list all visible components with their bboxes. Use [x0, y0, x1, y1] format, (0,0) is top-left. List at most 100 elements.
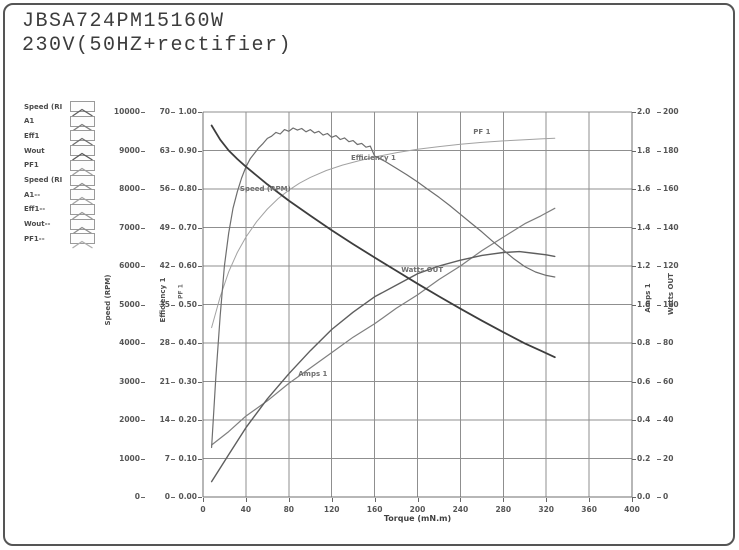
y-tick-efficiency: 49 — [159, 222, 170, 232]
y-tickmark-watts — [657, 189, 661, 190]
y-tickmark-speed — [141, 497, 145, 498]
y-tickmark-watts — [657, 112, 661, 113]
y-tickmark-pf — [198, 112, 202, 113]
legend-swatch-icon — [70, 189, 95, 205]
y-tick-watts: 120 — [663, 261, 679, 270]
legend-item: PF1 — [24, 159, 95, 176]
y-tick-speed: 8000 — [119, 184, 140, 193]
curve-label: PF 1 — [473, 128, 491, 137]
legend-swatch-icon — [70, 101, 95, 117]
y-tick-speed: 4000 — [119, 338, 140, 347]
y-tickmark-efficiency — [171, 420, 175, 421]
y-tick-amps: 1.6 — [637, 184, 651, 193]
x-tickmark — [245, 498, 247, 502]
y-tickmark-speed — [141, 266, 145, 267]
x-tickmark — [546, 498, 548, 502]
y-tick-efficiency: 35 — [159, 299, 170, 309]
legend-item: A1 — [24, 115, 95, 132]
legend-swatch-icon — [70, 218, 95, 235]
y-tickmark-speed — [141, 189, 145, 190]
y-tickmark-amps — [632, 458, 636, 460]
legend-swatch-icon — [70, 159, 95, 176]
y-axis-title-speed: Speed (RPM) — [104, 274, 112, 326]
legend-item: Speed (RI — [24, 100, 95, 117]
y-tick-speed: 2000 — [119, 415, 140, 424]
y-tickmark-speed — [141, 343, 145, 344]
y-tickmark-efficiency — [171, 189, 175, 190]
legend-item: Speed (RI — [24, 174, 95, 191]
y-tick-speed: 0 — [134, 492, 140, 501]
y-tickmark-efficiency — [171, 304, 175, 306]
legend-swatch-icon — [70, 115, 95, 132]
y-tickmark-pf — [198, 343, 202, 344]
y-tick-efficiency: 0 — [164, 492, 170, 501]
y-tick-watts: 20 — [663, 453, 674, 463]
y-tickmark-watts — [657, 497, 661, 498]
y-tickmark-speed — [141, 304, 145, 306]
y-tick-pf: 0.00 — [178, 492, 197, 501]
y-tickmark-pf — [198, 227, 202, 229]
y-tick-pf: 1.00 — [178, 107, 197, 116]
y-tickmark-efficiency — [171, 458, 175, 460]
y-tick-amps: 0.6 — [637, 376, 651, 386]
y-tickmark-watts — [657, 266, 661, 267]
legend-item-label: Speed (RI — [24, 176, 63, 184]
y-tickmark-amps — [632, 189, 636, 190]
y-tick-efficiency: 7 — [164, 453, 170, 463]
y-tickmark-amps — [632, 112, 636, 113]
y-tick-efficiency: 21 — [159, 376, 170, 386]
legend-item: Eff1 — [24, 129, 95, 146]
legend-item: PF1-- — [24, 232, 95, 249]
y-axis-title-watts: Watts OUT — [667, 273, 675, 315]
legend-swatch-icon — [70, 174, 95, 191]
x-tick: 360 — [581, 505, 597, 514]
y-tick-speed: 7000 — [119, 222, 140, 232]
curve-speed — [210, 124, 556, 359]
y-tick-efficiency: 63 — [159, 145, 170, 155]
y-tickmark-speed — [141, 150, 145, 152]
y-tickmark-pf — [198, 304, 202, 306]
legend-item-label: Eff1-- — [24, 205, 46, 214]
legend-item: Wout — [24, 144, 95, 161]
y-tick-efficiency: 28 — [159, 338, 170, 347]
legend-item: Wout-- — [24, 218, 95, 235]
y-tick-speed: 3000 — [119, 376, 140, 386]
legend-item-label: PF1 — [24, 161, 39, 170]
y-tick-watts: 100 — [663, 299, 679, 309]
y-tick-watts: 0 — [663, 492, 669, 501]
legend-swatch-icon — [70, 145, 95, 161]
y-tickmark-watts — [657, 420, 661, 421]
curve-watts — [210, 250, 556, 483]
y-tickmark-watts — [657, 458, 661, 460]
y-tick-efficiency: 56 — [159, 184, 170, 193]
legend-item-label: A1 — [24, 117, 35, 126]
y-tickmark-amps — [632, 266, 636, 267]
y-tickmark-pf — [198, 458, 202, 460]
y-tickmark-pf — [198, 381, 202, 383]
x-tickmark — [632, 498, 633, 502]
y-axis-title-amps: Amps 1 — [644, 283, 652, 313]
legend-item-label: Speed (RI — [24, 102, 63, 111]
y-tickmark-pf — [198, 497, 202, 498]
y-tick-amps: 1.2 — [637, 261, 651, 270]
legend-item: A1-- — [24, 188, 95, 205]
y-tick-speed: 10000 — [113, 107, 140, 116]
y-tick-pf: 0.20 — [178, 415, 197, 424]
legend-item: Eff1-- — [24, 203, 95, 220]
y-tick-speed: 1000 — [119, 453, 140, 463]
curve-efficiency — [211, 127, 556, 449]
model-number: JBSA724PM15160W — [22, 10, 225, 33]
y-tick-pf: 0.30 — [178, 376, 197, 386]
x-tick: 200 — [409, 505, 426, 514]
test-condition: 230V(50HZ+rectifier) — [22, 34, 293, 57]
y-tickmark-speed — [141, 458, 145, 460]
x-tick: 280 — [495, 505, 512, 514]
legend-swatch-icon — [70, 203, 95, 220]
x-axis-title: Torque (mN.m) — [383, 514, 452, 523]
x-tickmark — [288, 498, 290, 502]
x-tick: 0 — [200, 505, 206, 514]
curve-label: Efficiency 1 — [351, 154, 396, 163]
x-tick: 40 — [240, 505, 252, 514]
y-axis-title-pf: PF 1 — [177, 284, 185, 299]
